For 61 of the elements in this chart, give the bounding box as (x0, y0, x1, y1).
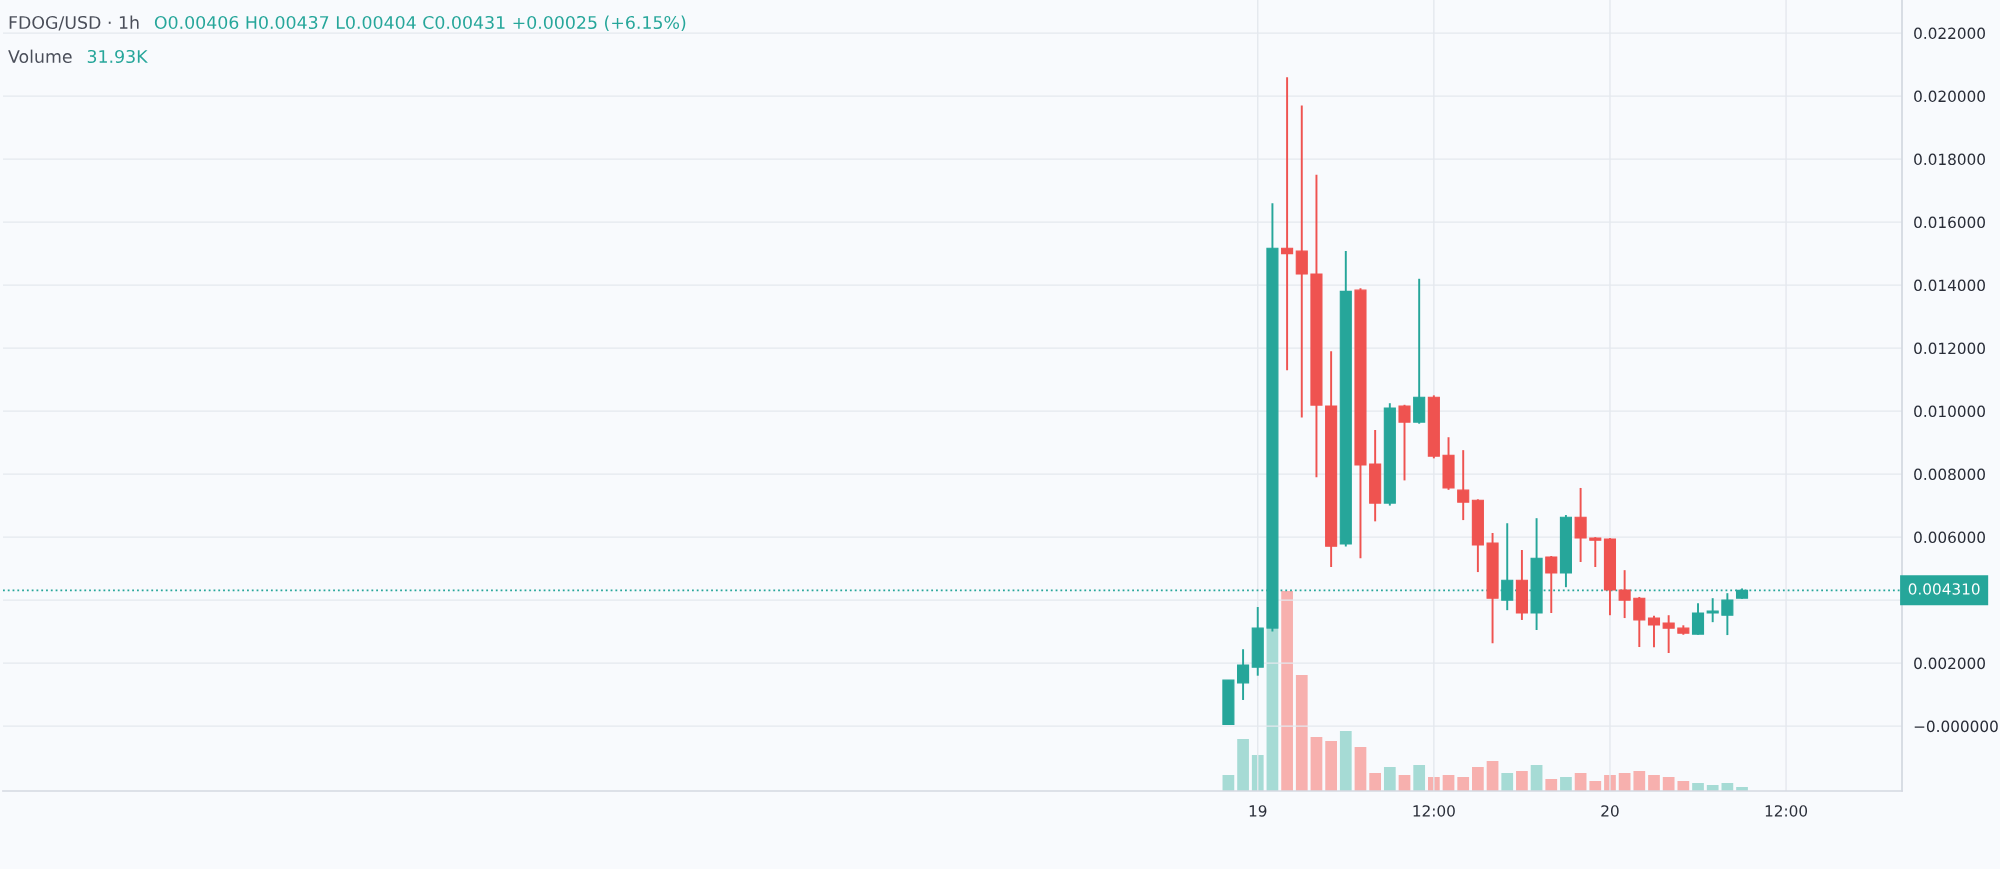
text: FDOG/USD · 1h (9, 15, 139, 31)
candlestick (1721, 592, 1734, 637)
candlestick (1618, 569, 1631, 620)
bar (1677, 781, 1690, 791)
candlestick (1662, 614, 1675, 654)
bar (1662, 777, 1675, 791)
y-tick-label: 0.002000 (1914, 657, 1985, 670)
chart-subtitle: 31.93K (87, 49, 148, 64)
bar (1281, 591, 1293, 791)
candlestick (1574, 486, 1587, 563)
chart-title: Volume (8, 49, 72, 64)
bar (1472, 767, 1484, 791)
y-tick-label: 0.022000 (1914, 27, 1985, 40)
x-tick-label: 19 (1249, 805, 1267, 817)
bar (1237, 739, 1249, 791)
candlestick (1281, 76, 1294, 372)
x-tick-label: 12:00 (1413, 805, 1455, 817)
bar (1560, 777, 1572, 791)
bar (1516, 771, 1528, 791)
bar (1618, 773, 1631, 791)
bar (1383, 767, 1396, 791)
candlestick (1398, 403, 1411, 482)
bar (1251, 755, 1264, 791)
bar (1413, 765, 1426, 791)
bar (1369, 773, 1382, 791)
candlestick (1295, 104, 1308, 419)
text: O0.00406 H0.00437 L0.00404 C0.00431 +0.00025 (+6.15%) (154, 15, 686, 32)
ref-line-label: 0.004310 (1908, 583, 1980, 595)
candlestick (1706, 597, 1719, 624)
bar (1325, 741, 1337, 791)
candlestick (1545, 555, 1558, 614)
candlestick (1647, 614, 1661, 649)
y-tick-label: 0.018000 (1914, 153, 1985, 166)
y-tick-label: 0.012000 (1914, 342, 1985, 355)
bar (1339, 731, 1352, 791)
bar (1545, 779, 1558, 791)
y-tick-label: 0.006000 (1914, 531, 1985, 544)
bar (1633, 771, 1646, 791)
candlestick (1633, 595, 1646, 649)
y-tick-label: 0.010000 (1914, 405, 1985, 418)
bar (1295, 675, 1308, 791)
candlestick (1237, 648, 1250, 701)
y-tick-label: 0.016000 (1914, 216, 1985, 229)
candlestick (1501, 522, 1514, 612)
bar (1648, 775, 1660, 791)
y-tick-label: 0.020000 (1914, 90, 1985, 103)
bar (1589, 781, 1602, 791)
y-tick-label: 0.014000 (1914, 279, 1985, 292)
bar (1486, 761, 1499, 791)
bar (1310, 737, 1323, 791)
candlestick (1691, 602, 1705, 636)
y-tick-label: 0.008000 (1914, 468, 1985, 481)
candlestick (1589, 536, 1602, 568)
x-tick-label: 12:00 (1765, 805, 1808, 817)
bar (1501, 773, 1514, 791)
bar (1457, 777, 1470, 791)
bar (1530, 765, 1543, 791)
candlestick (1457, 449, 1470, 522)
x-tick-label: 20 (1601, 805, 1619, 817)
y-tick-label: −0.000000 (1914, 720, 1998, 733)
bar (1354, 747, 1367, 791)
